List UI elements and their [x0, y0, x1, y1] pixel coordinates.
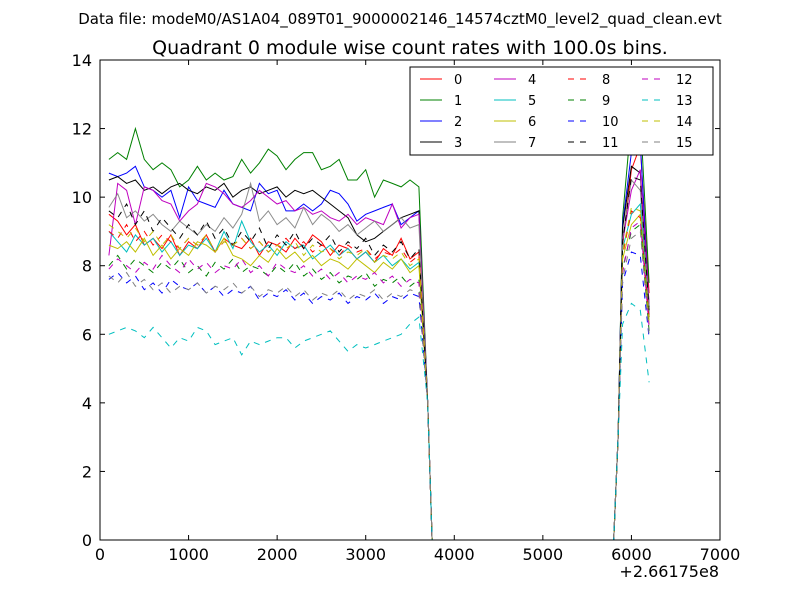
series-line-7 — [108, 178, 650, 540]
legend-label-0: 0 — [454, 73, 462, 88]
series-line-8 — [108, 210, 650, 540]
legend-label-3: 3 — [454, 136, 462, 151]
legend-label-2: 2 — [454, 115, 462, 130]
legend-label-7: 7 — [528, 136, 536, 151]
chart-title: Quadrant 0 module wise count rates with … — [152, 37, 668, 59]
legend-label-15: 15 — [676, 136, 693, 151]
legend-box — [409, 66, 714, 156]
legend-label-11: 11 — [602, 136, 619, 151]
x-tick-label: 6000 — [611, 545, 652, 564]
series-layer — [108, 114, 650, 540]
legend-label-13: 13 — [676, 94, 693, 109]
legend-label-8: 8 — [602, 73, 610, 88]
x-tick-label: 3000 — [345, 545, 386, 564]
x-tick-label: 0 — [95, 545, 105, 564]
legend-label-4: 4 — [528, 73, 536, 88]
legend-label-5: 5 — [528, 94, 536, 109]
y-tick-label: 12 — [72, 120, 92, 139]
x-tick-label: 2000 — [257, 545, 298, 564]
series-line-5 — [108, 202, 650, 540]
x-offset-label: +2.66175e8 — [619, 562, 719, 581]
series-line-4 — [108, 169, 650, 540]
legend-label-1: 1 — [454, 94, 462, 109]
y-tick-label: 8 — [82, 257, 92, 276]
y-tick-label: 10 — [72, 188, 92, 207]
data-file-label: Data file: modeM0/AS1A04_089T01_90000021… — [78, 10, 722, 29]
series-line-14 — [108, 206, 650, 540]
series-line-12 — [108, 220, 650, 540]
series-line-13 — [108, 302, 650, 540]
legend-label-9: 9 — [602, 94, 610, 109]
legend-label-12: 12 — [676, 73, 693, 88]
series-line-6 — [108, 213, 650, 540]
legend-label-10: 10 — [602, 115, 619, 130]
y-tick-label: 0 — [82, 531, 92, 550]
x-tick-label: 4000 — [434, 545, 475, 564]
y-tick-label: 6 — [82, 325, 92, 344]
y-tick-label: 4 — [82, 394, 92, 413]
legend-label-14: 14 — [676, 115, 693, 130]
series-line-2 — [108, 141, 650, 540]
series-line-11 — [108, 175, 650, 540]
legend-label-6: 6 — [528, 115, 536, 130]
y-tick-label: 2 — [82, 462, 92, 481]
x-tick-label: 1000 — [168, 545, 209, 564]
series-line-9 — [108, 223, 650, 540]
series-line-15 — [108, 230, 650, 540]
y-tick-label: 14 — [72, 51, 92, 70]
plot-frame — [99, 59, 721, 541]
x-tick-label: 5000 — [522, 545, 563, 564]
series-line-1 — [108, 114, 650, 540]
x-tick-label: 7000 — [700, 545, 741, 564]
